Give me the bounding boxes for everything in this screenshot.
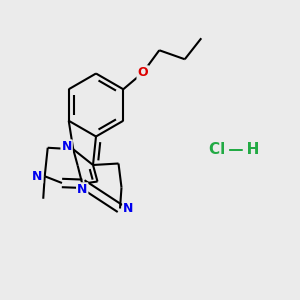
Text: N: N (123, 202, 134, 215)
Text: Cl — H: Cl — H (209, 142, 259, 158)
Text: O: O (137, 66, 148, 79)
Text: N: N (77, 183, 87, 196)
Text: N: N (61, 140, 72, 153)
Text: N: N (32, 170, 42, 183)
